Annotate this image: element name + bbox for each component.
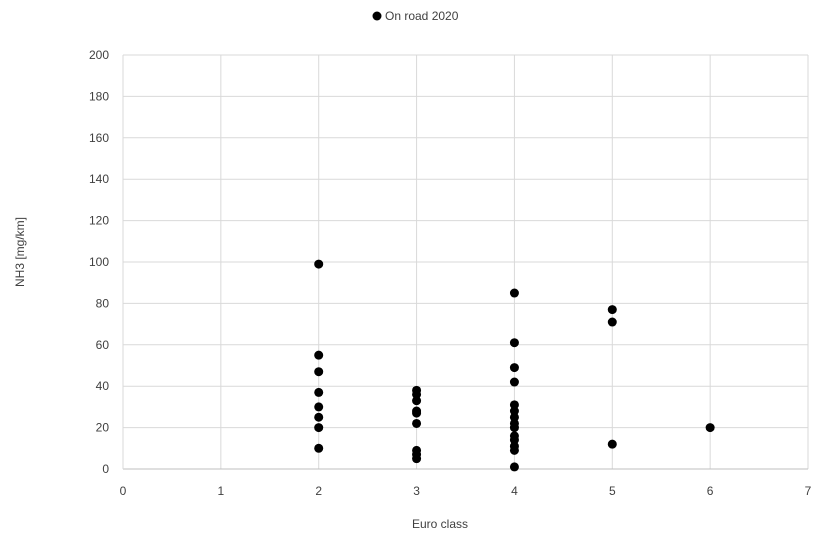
x-tick-label: 4 <box>511 484 518 498</box>
y-tick-label: 140 <box>89 172 109 186</box>
data-point <box>509 363 519 373</box>
data-point <box>509 423 519 433</box>
y-tick-label: 120 <box>89 214 109 228</box>
y-tick-label: 180 <box>89 89 109 103</box>
data-point <box>412 408 422 418</box>
data-point <box>705 423 715 433</box>
data-point <box>314 443 324 453</box>
data-point <box>314 402 324 412</box>
data-point <box>314 423 324 433</box>
data-point <box>314 350 324 360</box>
data-point <box>314 259 324 269</box>
data-point <box>607 317 617 327</box>
y-tick-label: 0 <box>102 462 109 476</box>
data-point <box>509 400 519 410</box>
legend-marker <box>372 11 382 21</box>
y-tick-labels: 0 20 40 60 80 100 120 140 160 180 200 <box>89 48 109 476</box>
data-point <box>509 288 519 298</box>
axes <box>122 55 808 470</box>
gridlines <box>123 54 809 469</box>
x-tick-labels: 0 1 2 3 4 5 6 7 <box>120 484 812 498</box>
data-point <box>509 377 519 387</box>
y-tick-label: 60 <box>96 338 110 352</box>
x-tick-label: 5 <box>609 484 616 498</box>
data-point <box>509 462 519 472</box>
data-point <box>314 412 324 422</box>
data-point <box>412 396 422 406</box>
y-tick-label: 200 <box>89 48 109 62</box>
data-point <box>509 406 519 416</box>
data-point <box>314 387 324 397</box>
data-points <box>314 259 715 472</box>
x-axis-title: Euro class <box>412 517 468 531</box>
data-point <box>412 389 422 399</box>
x-tick-label: 3 <box>413 484 420 498</box>
legend: On road 2020 <box>372 9 459 23</box>
x-tick-label: 7 <box>805 484 812 498</box>
data-point <box>314 367 324 377</box>
data-point <box>509 412 519 422</box>
x-tick-label: 6 <box>707 484 714 498</box>
data-point <box>509 445 519 455</box>
data-point <box>607 439 617 449</box>
y-tick-label: 80 <box>96 296 110 310</box>
x-tick-label: 0 <box>120 484 127 498</box>
data-point <box>509 338 519 348</box>
data-point <box>509 435 519 445</box>
x-tick-label: 2 <box>315 484 322 498</box>
y-tick-label: 20 <box>96 421 110 435</box>
data-point <box>412 418 422 428</box>
y-axis-title: NH3 [mg/km] <box>13 217 27 287</box>
data-point <box>607 305 617 315</box>
data-point <box>412 454 422 464</box>
y-tick-label: 160 <box>89 131 109 145</box>
x-tick-label: 1 <box>218 484 225 498</box>
y-tick-label: 40 <box>96 379 110 393</box>
legend-label: On road 2020 <box>385 9 459 23</box>
y-tick-label: 100 <box>89 255 109 269</box>
